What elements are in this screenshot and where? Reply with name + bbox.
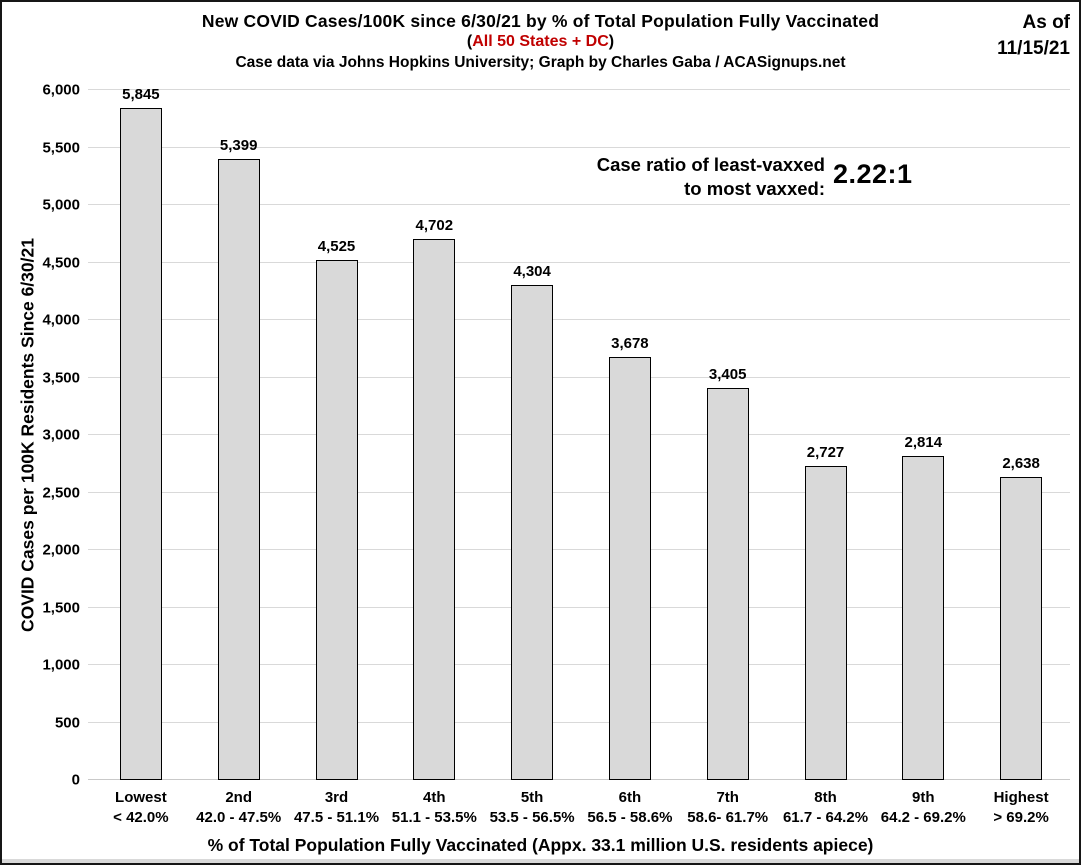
x-tick-tier: 3rd [324, 789, 349, 806]
bar-3rd [315, 259, 358, 780]
subtitle-open-paren: ( [466, 33, 473, 50]
bar-5th [511, 285, 554, 780]
bar-value-label: 3,405 [708, 366, 747, 384]
x-tick-label: 9th 64.2 - 69.2% [868, 788, 978, 829]
bar-value-label: 3,678 [611, 335, 649, 353]
bottom-edge-strip [2, 859, 1079, 863]
y-tick-label: 2,500 [42, 484, 80, 501]
x-tick-range: < 42.0% [113, 809, 169, 827]
gridline [88, 549, 1070, 550]
x-axis-baseline [88, 779, 1070, 780]
bar-value-label: 2,727 [806, 444, 845, 462]
x-tick-tier: 2nd [225, 789, 253, 806]
y-tick-label: 4,000 [42, 311, 80, 329]
bar-value-label: 4,304 [513, 263, 551, 281]
x-tick-tier: 4th [423, 789, 446, 806]
x-tick-tier: 9th [912, 789, 935, 806]
bar-7th [706, 388, 749, 780]
y-tick-label: 1,000 [42, 656, 80, 674]
x-axis: Lowest < 42.0% 2nd 42.0 - 47.5% 3rd 47.5 - 51… [92, 788, 1070, 832]
bar-2nd [217, 159, 260, 780]
x-tick-range: 53.5 - 56.5% [489, 809, 575, 827]
gridline [88, 721, 1070, 723]
gridline [88, 664, 1070, 665]
x-tick-label: Lowest < 42.0% [86, 788, 196, 829]
x-tick-range: 47.5 - 51.1% [293, 809, 380, 827]
y-tick-label: 5,000 [42, 196, 80, 214]
ratio-annotation: Case ratio of least-vaxxed to most vaxxe… [547, 153, 825, 200]
y-tick-label: 0 [71, 771, 80, 789]
x-tick-range: > 69.2% [993, 809, 1049, 827]
x-tick-range: 56.5 - 58.6% [587, 809, 673, 827]
y-axis: 0 500 1,000 1,500 2,000 2,500 3,000 3,500 4,000 4… [2, 82, 86, 789]
gridline [88, 491, 1070, 493]
bar-9th [902, 456, 945, 780]
bar-lowest [119, 107, 162, 780]
bar-4th [413, 239, 456, 780]
x-tick-tier: 5th [520, 789, 544, 806]
x-tick-range: 64.2 - 69.2% [880, 809, 966, 827]
ratio-value: 2.22:1 [833, 159, 913, 189]
y-axis-title: COVID Cases per 100K Residents Since 6/3… [17, 238, 38, 632]
bar-value-label: 2,814 [904, 434, 943, 452]
x-tick-label: Highest > 69.2% [966, 788, 1076, 829]
gridline [88, 606, 1070, 608]
x-tick-label: 8th 61.7 - 64.2% [771, 788, 881, 829]
chart-source-credit: Case data via Johns Hopkins University; … [235, 54, 846, 71]
bar-value-label: 4,702 [415, 217, 454, 235]
x-tick-range: 58.6- 61.7% [687, 809, 769, 827]
ratio-annotation-line2: to most vaxxed: [684, 177, 825, 199]
subtitle-close-paren: ) [608, 33, 615, 50]
as-of-value: 11/15/21 [997, 37, 1070, 59]
bar-8th [804, 466, 847, 780]
chart-subtitle: (All 50 States + DC) [2, 33, 1079, 51]
x-tick-range: 42.0 - 47.5% [196, 809, 282, 827]
x-tick-label: 3rd 47.5 - 51.1% [282, 788, 392, 829]
bar-value-label: 4,525 [317, 237, 356, 255]
y-tick-label: 3,500 [42, 369, 80, 386]
x-tick-label: 2nd 42.0 - 47.5% [184, 788, 294, 829]
x-tick-label: 4th 51.1 - 53.5% [379, 788, 489, 829]
gridline [88, 319, 1070, 320]
subtitle-text: All 50 States + DC [472, 33, 609, 50]
x-tick-tier: 8th [814, 789, 837, 806]
y-tick-label: 6,000 [42, 81, 80, 99]
gridline [88, 89, 1070, 90]
bar-6th [608, 357, 651, 780]
gridline [88, 146, 1070, 148]
x-tick-tier: 7th [716, 789, 739, 806]
bar-value-label: 5,399 [219, 137, 258, 155]
plot-area: 5,845 5,399 4,525 4,702 4,304 3,678 3,405 2,727… [88, 86, 1070, 780]
gridline [88, 434, 1070, 435]
gridline [88, 261, 1070, 263]
y-tick-label: 1,500 [42, 599, 80, 616]
y-tick-label: 3,000 [42, 426, 80, 444]
gridline [88, 204, 1070, 205]
gridline [88, 376, 1070, 378]
chart-title: New COVID Cases/100K since 6/30/21 by % … [201, 11, 880, 31]
as-of-date: As of 11/15/21 [997, 10, 1070, 61]
x-tick-range: 61.7 - 64.2% [782, 809, 869, 827]
bar-value-label: 5,845 [122, 85, 160, 103]
x-tick-tier: Lowest [115, 789, 167, 806]
as-of-label: As of [1022, 12, 1071, 33]
ratio-annotation-line1: Case ratio of least-vaxxed [596, 154, 825, 175]
y-tick-label: 500 [54, 714, 80, 731]
y-tick-label: 4,500 [42, 254, 80, 271]
x-tick-tier: 6th [618, 789, 642, 806]
bar-value-label: 2,638 [1002, 454, 1040, 472]
bar-highest [1000, 476, 1043, 780]
x-tick-tier: Highest [993, 789, 1049, 806]
x-tick-label: 5th 53.5 - 56.5% [477, 788, 587, 829]
y-tick-label: 5,500 [42, 139, 80, 156]
x-axis-title: % of Total Population Fully Vaccinated (… [207, 835, 874, 855]
x-tick-label: 6th 56.5 - 58.6% [575, 788, 685, 829]
y-tick-label: 2,000 [42, 541, 80, 559]
x-tick-range: 51.1 - 53.5% [391, 809, 477, 827]
x-tick-label: 7th 58.6- 61.7% [673, 788, 783, 829]
